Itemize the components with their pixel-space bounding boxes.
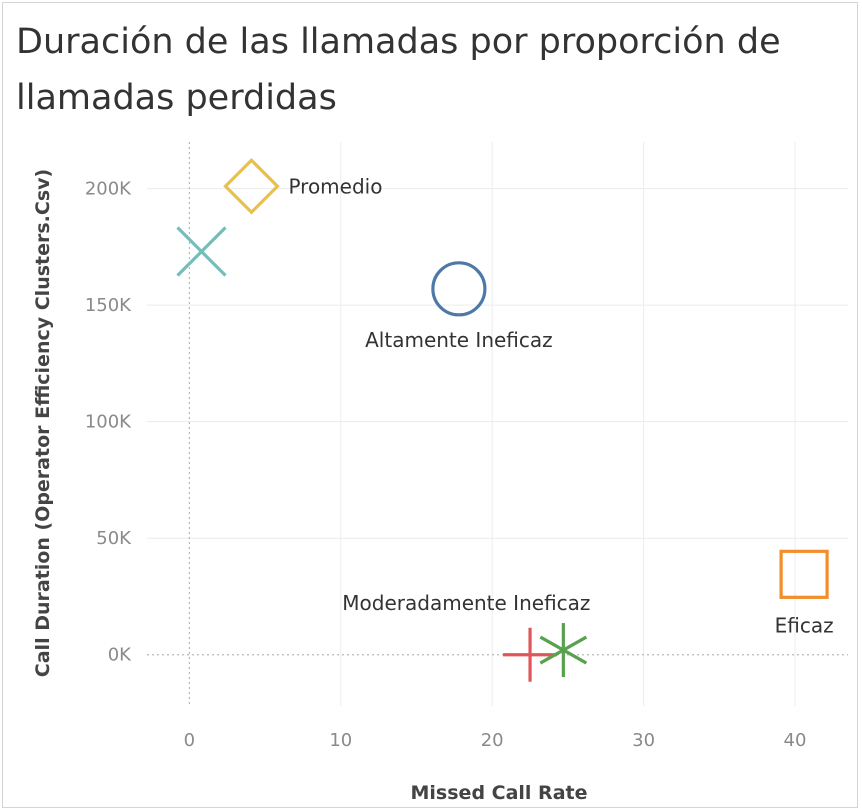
x-tick-label: 40 bbox=[784, 730, 807, 751]
point-plus bbox=[503, 627, 558, 682]
point-diamond bbox=[223, 158, 280, 215]
circle-marker bbox=[431, 261, 487, 317]
y-axis-label: Call Duration (Operator Efficiency Clust… bbox=[32, 169, 54, 677]
point-circle bbox=[431, 261, 487, 317]
y-tick-label: 200K bbox=[85, 179, 132, 200]
point-label: Promedio bbox=[288, 174, 382, 198]
asterisk-marker-stroke bbox=[539, 635, 588, 665]
point-label: Moderadamente Ineficaz bbox=[342, 591, 590, 615]
y-tick-label: 100K bbox=[85, 412, 132, 433]
point-label: Altamente Ineficaz bbox=[365, 328, 553, 352]
x-tick-labels: 0 10 20 30 40 bbox=[184, 730, 807, 751]
x-marker-stroke bbox=[176, 226, 227, 277]
square-marker bbox=[779, 549, 829, 599]
point-label: Eficaz bbox=[775, 613, 834, 637]
x-tick-label: 10 bbox=[329, 730, 352, 751]
chart-title: Duración de las llamadas por proporción … bbox=[16, 22, 781, 118]
y-tick-labels: 0K 50K 100K 150K 200K bbox=[85, 179, 132, 666]
x-tick-label: 0 bbox=[184, 730, 195, 751]
grid-lines bbox=[147, 142, 848, 706]
data-points: Promedio Altamente Ineficaz Eficaz Moderada… bbox=[176, 158, 834, 682]
y-tick-label: 0K bbox=[108, 645, 132, 666]
point-x bbox=[176, 226, 227, 277]
diamond-marker bbox=[223, 158, 280, 215]
x-tick-label: 20 bbox=[481, 730, 504, 751]
y-tick-label: 150K bbox=[85, 295, 132, 316]
x-tick-label: 30 bbox=[632, 730, 655, 751]
x-axis-label: Missed Call Rate bbox=[411, 782, 588, 804]
point-asterisk bbox=[539, 623, 588, 678]
point-square bbox=[779, 549, 829, 599]
y-tick-label: 50K bbox=[96, 528, 132, 549]
